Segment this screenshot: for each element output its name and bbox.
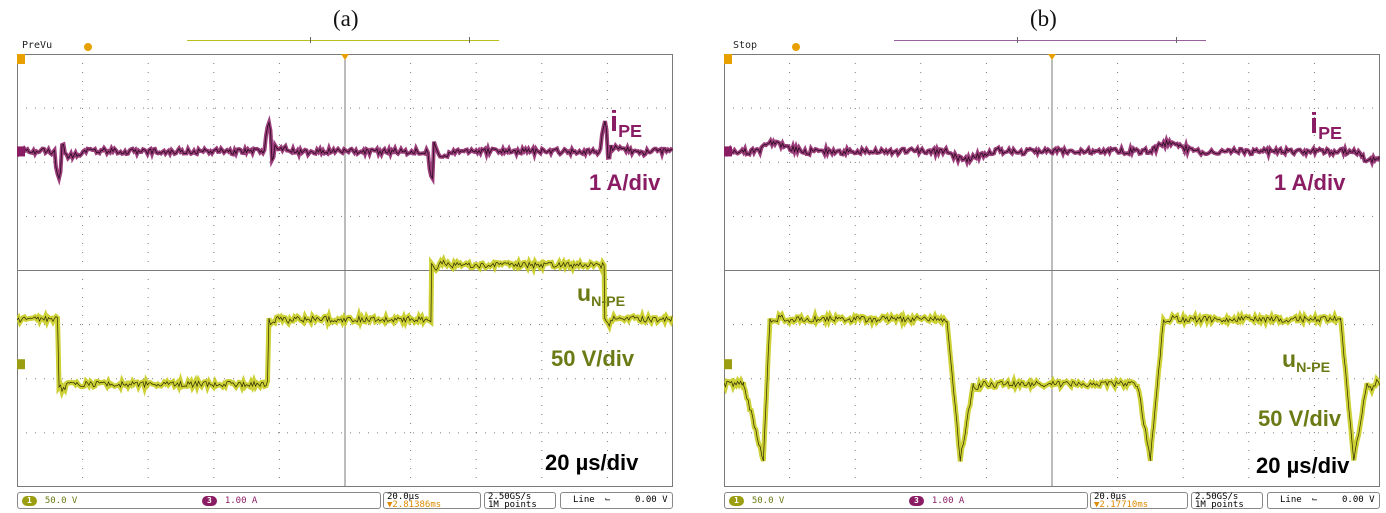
status-text-b: Stop	[733, 40, 757, 51]
sample-box-a: 2.50GS/s 1M points	[484, 492, 556, 509]
scope-plot-a	[17, 54, 673, 487]
trigger-position-marker	[1048, 54, 1056, 60]
trigger-pos-a: ▼2.81386ms	[387, 501, 441, 510]
ch3-marker	[17, 146, 25, 156]
ch3-scale-b: 1.00 A	[932, 496, 965, 506]
oscilloscope-a: iPE 1 A/div uN-PE 50 V/div 20 µs/div	[17, 54, 673, 487]
status-text-a: PreVu	[22, 40, 52, 51]
record-view-window	[310, 37, 470, 43]
ch3-marker	[724, 146, 732, 156]
sample-box-b: 2.50GS/s 1M points	[1191, 492, 1263, 509]
ipe-label-b: iPE	[1310, 108, 1342, 141]
panel-label-b: (b)	[1030, 6, 1057, 32]
bottom-bar-b: 1 50.0 V 3 1.00 A 20.0µs ▼2.17710ms 2.50GS…	[724, 492, 1380, 510]
ch3-badge-b: 3	[909, 496, 924, 506]
ipe-scale-b: 1 A/div	[1274, 170, 1345, 196]
trigger-level-marker	[17, 54, 25, 64]
ipe-scale-a: 1 A/div	[589, 170, 660, 196]
trigger-level-a: 0.00 V	[635, 496, 668, 505]
trigger-icon-a	[84, 43, 92, 51]
trigger-level-marker	[724, 54, 732, 64]
panel-label-a: (a)	[333, 6, 359, 32]
trigger-src-b: Line	[1280, 496, 1302, 505]
ch3-badge-a: 3	[202, 496, 217, 506]
ch1-marker	[17, 359, 25, 369]
oscilloscope-b: iPE 1 A/div uN-PE 50 V/div 20 µs/div	[724, 54, 1380, 487]
ch1-scale-a: 50.0 V	[45, 496, 78, 506]
timebase-label-a: 20 µs/div	[545, 450, 638, 476]
timebase-label-b: 20 µs/div	[1256, 453, 1349, 479]
ipe-label-a: iPE	[610, 106, 642, 139]
ch1-badge-b: 1	[729, 496, 744, 506]
trigger-box-a: Line ⌙ 0.00 V	[560, 492, 673, 509]
timebase-box-a: 20.0µs ▼2.81386ms	[383, 492, 481, 509]
ch-scale-box-a: 1 50.0 V 3 1.00 A	[17, 492, 381, 509]
trigger-position-marker	[341, 54, 349, 60]
falling-edge-icon-b: ⌙	[1312, 496, 1317, 505]
trigger-box-b: Line ⌙ 0.00 V	[1267, 492, 1380, 509]
ch-scale-box-b: 1 50.0 V 3 1.00 A	[724, 492, 1088, 509]
ch1-badge-a: 1	[22, 496, 37, 506]
bottom-bar-a: 1 50.0 V 3 1.00 A 20.0µs ▼2.81386ms 2.50GS…	[17, 492, 673, 510]
trigger-src-a: Line	[573, 496, 595, 505]
trigger-icon-b	[792, 43, 800, 51]
un-label-b: uN-PE	[1282, 346, 1330, 373]
record-view-window	[1017, 37, 1177, 43]
record-length-a: 1M points	[488, 501, 537, 510]
un-label-a: uN-PE	[577, 280, 625, 307]
ch1-scale-b: 50.0 V	[752, 496, 785, 506]
falling-edge-icon-a: ⌙	[605, 496, 610, 505]
ch1-marker	[724, 359, 732, 369]
record-length-b: 1M points	[1195, 501, 1244, 510]
un-scale-b: 50 V/div	[1258, 406, 1341, 432]
ch3-scale-a: 1.00 A	[225, 496, 258, 506]
trigger-level-b: 0.00 V	[1342, 496, 1375, 505]
un-scale-a: 50 V/div	[551, 346, 634, 372]
timebase-box-b: 20.0µs ▼2.17710ms	[1090, 492, 1188, 509]
trigger-pos-b: ▼2.17710ms	[1094, 501, 1148, 510]
